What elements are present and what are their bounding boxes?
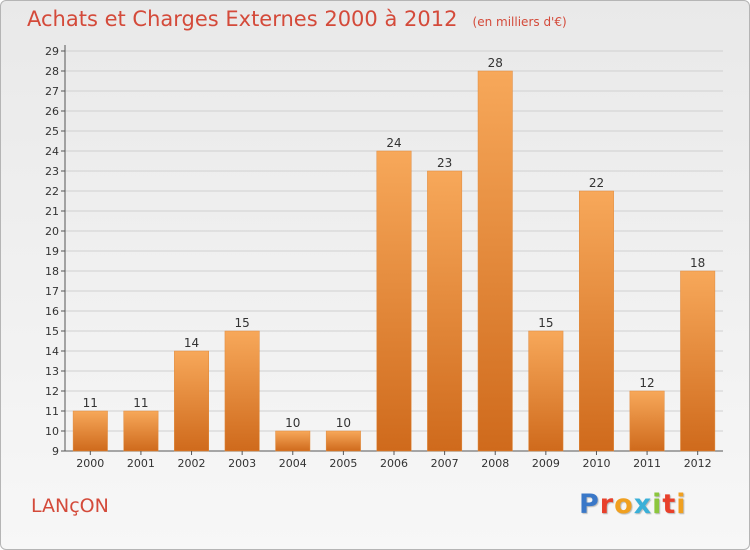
x-tick-label-2006: 2006 [380, 457, 408, 470]
y-tick-label: 22 [45, 185, 59, 198]
x-tick-label-2000: 2000 [76, 457, 104, 470]
bar-2004 [275, 430, 311, 452]
data-label-2005: 10 [336, 416, 351, 430]
bar-2007 [427, 170, 463, 452]
proxiti-logo: Proxiti [579, 489, 687, 520]
bar-2012 [680, 270, 716, 452]
y-tick-label: 20 [45, 225, 59, 238]
y-tick-label: 21 [45, 205, 59, 218]
data-label-2010: 22 [589, 176, 604, 190]
y-tick-label: 9 [52, 445, 59, 458]
data-label-2001: 11 [133, 396, 148, 410]
bar-2002 [174, 350, 209, 452]
logo-letter: o [614, 489, 634, 520]
x-tick-label-2008: 2008 [481, 457, 509, 470]
data-label-2002: 14 [184, 336, 199, 350]
data-label-2012: 18 [690, 256, 705, 270]
data-label-2000: 11 [83, 396, 98, 410]
x-tick-label-2005: 2005 [329, 457, 357, 470]
x-tick-label-2012: 2012 [684, 457, 712, 470]
logo-letter: P [579, 489, 600, 520]
y-tick-label: 11 [45, 405, 59, 418]
y-tick-label: 19 [45, 245, 59, 258]
y-tick-label: 12 [45, 385, 59, 398]
bar-2006 [376, 150, 412, 452]
x-tick-label-2007: 2007 [431, 457, 459, 470]
data-label-2011: 12 [639, 376, 654, 390]
x-tick-label-2001: 2001 [127, 457, 155, 470]
x-tick-label-2010: 2010 [582, 457, 610, 470]
y-tick-label: 16 [45, 305, 59, 318]
bar-2011 [629, 390, 665, 452]
y-tick-label: 29 [45, 45, 59, 58]
data-label-2009: 15 [538, 316, 553, 330]
data-labels: 11 11 14 15 10 10 24 23 28 15 22 12 18 [83, 56, 706, 430]
y-tick-label: 13 [45, 365, 59, 378]
data-label-2007: 23 [437, 156, 452, 170]
x-tick-label-2004: 2004 [279, 457, 307, 470]
data-label-2008: 28 [488, 56, 503, 70]
data-label-2004: 10 [285, 416, 300, 430]
y-tick-label: 23 [45, 165, 59, 178]
x-tick-label-2003: 2003 [228, 457, 256, 470]
y-tick-labels: 9 10 11 12 13 14 15 16 17 18 19 20 21 22 23 24 25 26 27 28 2… [45, 45, 59, 458]
bar-2003 [224, 330, 260, 452]
y-tick-label: 14 [45, 345, 59, 358]
y-tick-label: 25 [45, 125, 59, 138]
data-label-2006: 24 [386, 136, 401, 150]
y-tick-label: 24 [45, 145, 59, 158]
logo-letter: x [633, 489, 653, 520]
bar-2001 [123, 410, 159, 452]
chart-title: Achats et Charges Externes 2000 à 2012 (… [27, 7, 567, 31]
bar-2010 [579, 190, 614, 452]
y-tick-label: 15 [45, 325, 59, 338]
logo-letter: r [599, 489, 615, 520]
y-tick-label: 18 [45, 265, 59, 278]
logo-letter: i [652, 489, 663, 520]
bar-2005 [325, 430, 361, 452]
logo-letter: t [662, 489, 677, 520]
commune-name: LANçON [31, 495, 109, 517]
bar-2009 [528, 330, 564, 452]
chart-title-main: Achats et Charges Externes 2000 à 2012 [27, 7, 458, 31]
x-tick-labels: 2000 2001 2002 2003 2004 2005 2006 2007 2008 2009… [76, 451, 712, 470]
y-tick-label: 10 [45, 425, 59, 438]
bars [72, 70, 716, 452]
y-tick-label: 27 [45, 85, 59, 98]
y-tick-label: 17 [45, 285, 59, 298]
y-tick-label: 26 [45, 105, 59, 118]
bar-2000 [72, 410, 108, 452]
x-tick-label-2002: 2002 [178, 457, 206, 470]
data-label-2003: 15 [235, 316, 250, 330]
chart-title-unit: (en milliers d'€) [472, 15, 567, 29]
y-tick-label: 28 [45, 65, 59, 78]
bar-2008 [477, 70, 513, 452]
x-tick-label-2011: 2011 [633, 457, 661, 470]
logo-letter: i [676, 489, 687, 520]
x-tick-label-2009: 2009 [532, 457, 560, 470]
